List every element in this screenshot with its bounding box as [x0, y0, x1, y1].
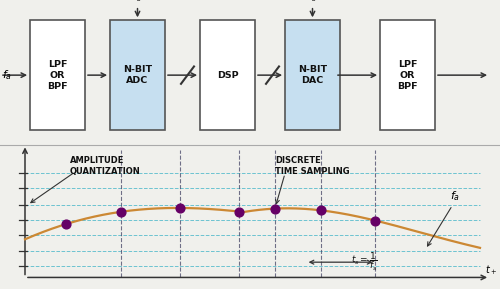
Text: N-BIT
ADC: N-BIT ADC — [123, 65, 152, 85]
Text: AMPLITUDE
QUANTIZATION: AMPLITUDE QUANTIZATION — [70, 156, 141, 176]
Text: DSP: DSP — [216, 71, 238, 80]
Bar — [285, 20, 340, 130]
Text: LPF
OR
BPF: LPF OR BPF — [397, 60, 418, 91]
Point — [317, 208, 325, 213]
Text: N-BIT
DAC: N-BIT DAC — [298, 65, 327, 85]
Text: $t_s = \dfrac{1}{f_s}$: $t_s = \dfrac{1}{f_s}$ — [350, 251, 378, 273]
Point — [235, 209, 243, 214]
Bar — [380, 20, 435, 130]
Point — [271, 206, 279, 211]
Bar — [110, 20, 165, 130]
Text: DISCRETE
TIME SAMPLING: DISCRETE TIME SAMPLING — [275, 156, 349, 176]
Point — [176, 206, 184, 210]
Point — [372, 218, 380, 223]
Text: $f_s$: $f_s$ — [133, 0, 142, 4]
Text: LPF
OR
BPF: LPF OR BPF — [47, 60, 68, 91]
Text: $f_a$: $f_a$ — [2, 68, 12, 82]
Point — [62, 222, 70, 227]
Text: $f_a$: $f_a$ — [450, 190, 460, 203]
Text: $f_s$: $f_s$ — [308, 0, 317, 4]
Bar — [200, 20, 255, 130]
Point — [116, 210, 124, 214]
Bar — [30, 20, 85, 130]
Text: $t_+$: $t_+$ — [485, 264, 497, 277]
